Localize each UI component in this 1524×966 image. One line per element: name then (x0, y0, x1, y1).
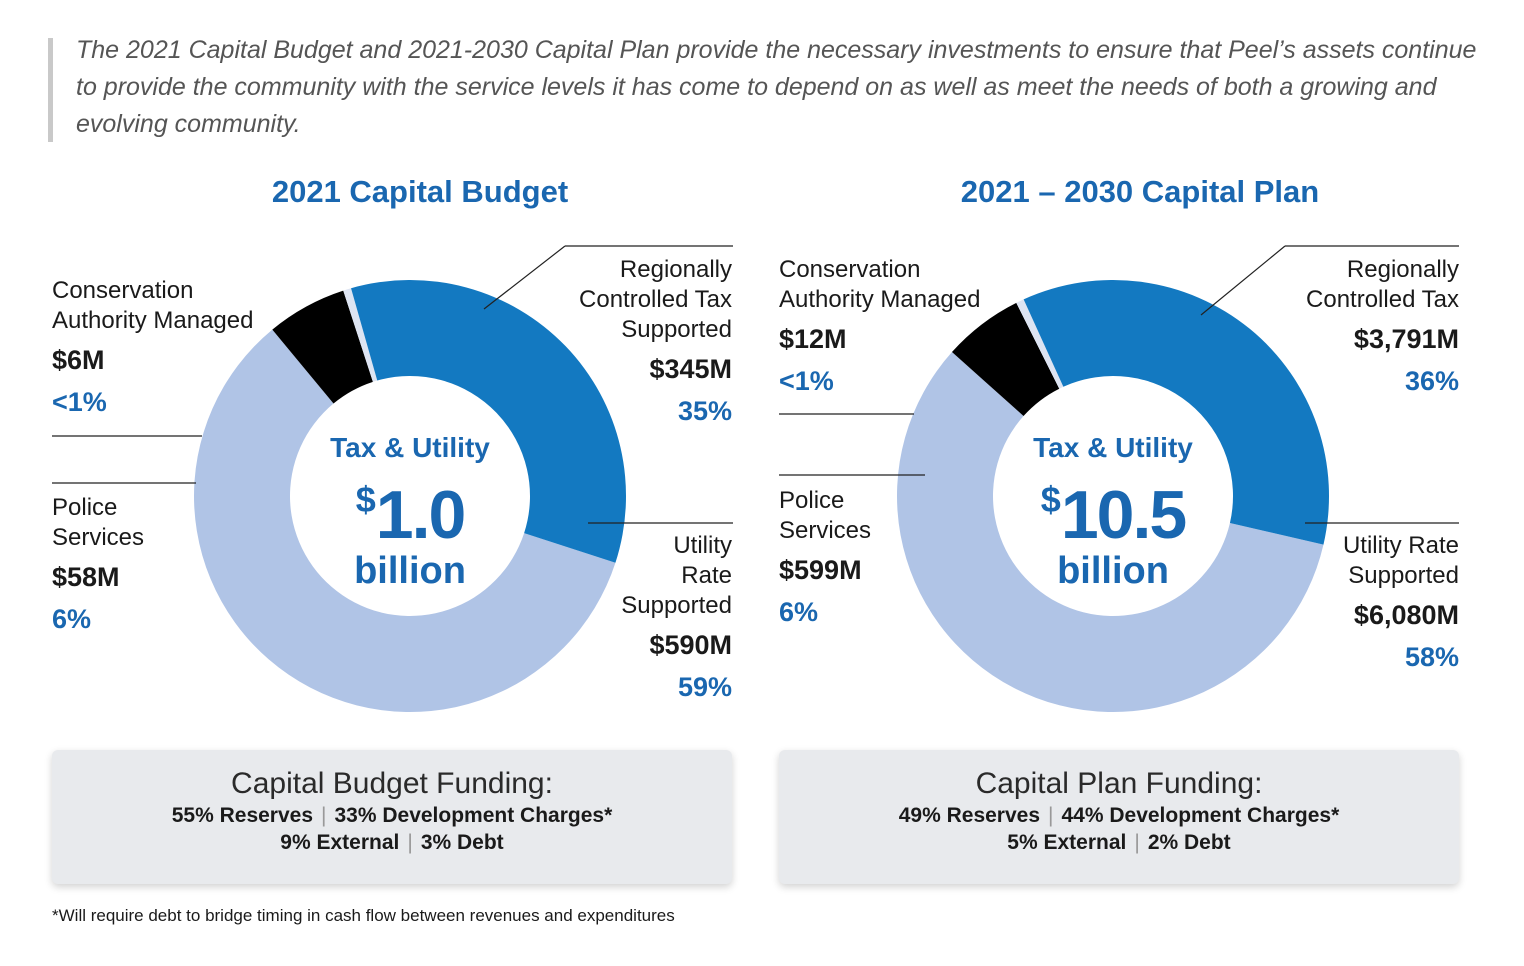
label-police-budget: Police Services $58M 6% (52, 493, 144, 635)
funding-item: 2% Debt (1147, 831, 1231, 854)
currency-sign: $ (1040, 479, 1061, 520)
funding-title: Capital Plan Funding: (975, 767, 1263, 800)
series-amount: $3,791M (1353, 324, 1459, 354)
series-amount: $6M (52, 345, 105, 375)
center-value: $1.0 (300, 464, 520, 551)
series-name-line: Rate (681, 562, 732, 589)
series-name-line: Utility Rate (1342, 532, 1459, 559)
donut-slice-utility-budget (194, 329, 616, 712)
series-percent: 36% (1404, 366, 1459, 396)
center-unit: billion (1057, 550, 1169, 592)
series-name-line: Regionally (1346, 256, 1459, 283)
series-name-line: Police (52, 494, 118, 521)
series-percent: 35% (677, 396, 732, 426)
separator: | (1048, 804, 1054, 827)
quote-bar (48, 38, 53, 142)
funding-box-budget: Capital Budget Funding: 55% Reserves | 33%… (52, 750, 732, 884)
funding-line: 5% External | 2% Debt (779, 829, 1459, 856)
donut-slice-tax-plan (1023, 279, 1330, 545)
chart-title-plan: 2021 – 2030 Capital Plan (960, 174, 1320, 209)
funding-item: 49% Reserves (898, 804, 1041, 827)
intro-text: The 2021 Capital Budget and 2021-2030 Ca… (76, 36, 1477, 138)
center-caption: Tax & Utility (330, 432, 490, 463)
label-conservation-plan: Conservation Authority Managed $12M <1% (779, 255, 980, 397)
series-name-line: Supported (621, 316, 732, 343)
series-amount: $345M (649, 354, 732, 384)
series-name-line: Controlled Tax (579, 286, 732, 313)
funding-line: 49% Reserves | 44% Development Charges* (779, 802, 1459, 829)
series-name-line: Utility (673, 532, 732, 559)
series-name-line: Authority Managed (52, 307, 254, 334)
series-name-line: Supported (1348, 562, 1459, 589)
series-amount: $599M (779, 555, 862, 585)
series-name-line: Services (779, 517, 872, 544)
label-police-plan: Police Services $599M 6% (779, 486, 871, 628)
series-name-line: Regionally (619, 256, 732, 283)
donut-slice-conservation-budget (343, 288, 378, 382)
separator: | (321, 804, 327, 827)
funding-item: 9% External (280, 831, 400, 854)
funding-item: 5% External (1007, 831, 1127, 854)
center-caption: Tax & Utility (1033, 432, 1193, 463)
series-name-line: Conservation (52, 277, 194, 304)
series-percent: <1% (52, 387, 107, 417)
series-name-line: Conservation (779, 256, 921, 283)
donut-slice-police-plan (951, 302, 1060, 417)
funding-item: 33% Development Charges* (334, 804, 613, 827)
center-value: $10.5 (1003, 464, 1223, 551)
label-conservation-budget: Conservation Authority Managed $6M <1% (52, 276, 253, 418)
center-total-budget: Tax & Utility $1.0 billion (300, 432, 520, 591)
funding-item: 55% Reserves (171, 804, 314, 827)
donut-slice-utility-plan (897, 352, 1324, 712)
series-name-line: Police (779, 487, 845, 514)
donut-slice-tax-budget (351, 280, 626, 563)
series-amount: $6,080M (1353, 600, 1459, 630)
donut-slice-conservation-plan (1016, 299, 1064, 389)
center-number: 1.0 (375, 477, 467, 553)
series-percent: 58% (1404, 642, 1459, 672)
funding-item: 3% Debt (420, 831, 504, 854)
label-tax-plan: Regionally Controlled Tax $3,791M 36% (1239, 255, 1459, 397)
funding-title: Capital Budget Funding: (231, 767, 553, 800)
series-percent: <1% (779, 366, 834, 396)
series-percent: 59% (677, 672, 732, 702)
series-name-line: Authority Managed (779, 286, 981, 313)
funding-line: 9% External | 3% Debt (52, 829, 732, 856)
series-percent: 6% (779, 597, 819, 627)
separator: | (1134, 831, 1140, 854)
series-percent: 6% (52, 604, 92, 634)
currency-sign: $ (355, 479, 376, 520)
donut-slice-police-budget (272, 290, 373, 404)
chart-title-budget: 2021 Capital Budget (271, 174, 569, 209)
label-utility-budget: Utility Rate Supported $590M 59% (532, 531, 732, 703)
series-name-line: Services (52, 524, 145, 551)
series-name-line: Supported (621, 592, 732, 619)
label-tax-budget: Regionally Controlled Tax Supported $345… (532, 255, 732, 427)
leader-line-tax-budget-diag (483, 245, 566, 310)
funding-line: 55% Reserves | 33% Development Charges* (52, 802, 732, 829)
center-unit: billion (354, 550, 466, 592)
center-number: 10.5 (1060, 477, 1187, 553)
separator: | (407, 831, 413, 854)
label-utility-plan: Utility Rate Supported $6,080M 58% (1239, 531, 1459, 673)
footnote: *Will require debt to bridge timing in c… (52, 906, 675, 925)
series-amount: $58M (52, 562, 120, 592)
funding-box-plan: Capital Plan Funding: 49% Reserves | 44% D… (779, 750, 1459, 884)
leader-line-tax-plan-diag (1200, 245, 1286, 316)
funding-item: 44% Development Charges* (1061, 804, 1340, 827)
center-total-plan: Tax & Utility $10.5 billion (1003, 432, 1223, 591)
series-amount: $12M (779, 324, 847, 354)
series-amount: $590M (649, 630, 732, 660)
series-name-line: Controlled Tax (1306, 286, 1459, 313)
